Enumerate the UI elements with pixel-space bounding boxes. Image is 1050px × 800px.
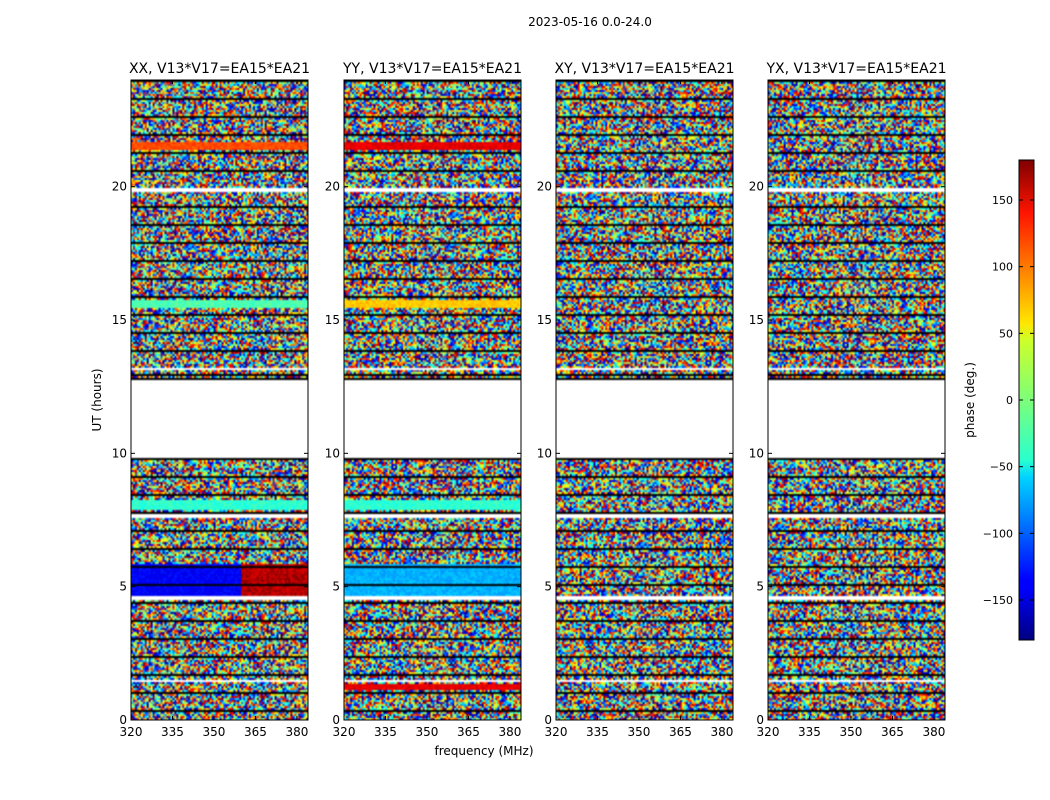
y-tick-label: 15 bbox=[537, 313, 552, 327]
heatmap-image bbox=[556, 80, 733, 720]
panel-title: YY, V13*V17=EA15*EA21 bbox=[342, 61, 522, 77]
panel-xx: XX, V13*V17=EA15*EA21 320 335 350 365 380 0 5 10… bbox=[112, 61, 310, 739]
panel-xy: XY, V13*V17=EA15*EA21 320 335 350 365 380 0 5 10… bbox=[537, 61, 735, 739]
y-tick-label: 20 bbox=[749, 180, 764, 194]
y-tick-label: 0 bbox=[756, 713, 764, 727]
y-tick-label: 0 bbox=[332, 713, 340, 727]
y-tick-label: 20 bbox=[537, 180, 552, 194]
panel-frame bbox=[555, 79, 734, 721]
panel-frame bbox=[767, 79, 946, 721]
y-tick-label: 10 bbox=[537, 446, 552, 460]
x-tick-label: 380 bbox=[498, 725, 521, 739]
panel-title: XY, V13*V17=EA15*EA21 bbox=[554, 61, 734, 77]
y-tick-label: 10 bbox=[749, 446, 764, 460]
colorbar-tick-label: 0 bbox=[1006, 394, 1013, 407]
x-tick-label: 365 bbox=[669, 725, 692, 739]
heatmap-image bbox=[131, 80, 308, 720]
x-tick-label: 320 bbox=[333, 725, 356, 739]
colorbar-tick-label: 100 bbox=[992, 261, 1013, 274]
x-tick-label: 380 bbox=[922, 725, 945, 739]
panel-frame bbox=[130, 79, 309, 721]
colorbar-ticks: 150 100 50 0 −50 −100 −150 bbox=[983, 194, 1034, 607]
x-tick-label: 350 bbox=[840, 725, 863, 739]
x-tick-label: 320 bbox=[120, 725, 143, 739]
panel-frame bbox=[343, 79, 522, 721]
colorbar-tick-label: 50 bbox=[999, 327, 1013, 340]
x-tick-label: 365 bbox=[457, 725, 480, 739]
y-tick-label: 20 bbox=[112, 180, 127, 194]
x-tick-label: 350 bbox=[416, 725, 439, 739]
y-tick-label: 5 bbox=[119, 580, 127, 594]
colorbar: 150 100 50 0 −50 −100 −150 phase (deg.) bbox=[963, 159, 1035, 641]
y-tick-label: 10 bbox=[112, 446, 127, 460]
x-tick-label: 335 bbox=[586, 725, 609, 739]
x-tick-label: 350 bbox=[203, 725, 226, 739]
y-tick-label: 10 bbox=[325, 446, 340, 460]
colorbar-tick-label: −50 bbox=[990, 461, 1013, 474]
x-tick-label: 380 bbox=[285, 725, 308, 739]
heatmap-image bbox=[344, 80, 521, 720]
y-tick-label: 0 bbox=[544, 713, 552, 727]
colorbar-tick-label: −150 bbox=[983, 594, 1013, 607]
x-tick-label: 335 bbox=[161, 725, 184, 739]
y-tick-label: 15 bbox=[749, 313, 764, 327]
heatmap-image bbox=[768, 80, 945, 720]
figure-suptitle: 2023-05-16 0.0-24.0 bbox=[528, 15, 652, 29]
x-tick-label: 365 bbox=[881, 725, 904, 739]
y-tick-label: 5 bbox=[332, 580, 340, 594]
y-tick-label: 0 bbox=[119, 713, 127, 727]
y-tick-label: 5 bbox=[544, 580, 552, 594]
panel-title: XX, V13*V17=EA15*EA21 bbox=[129, 61, 310, 77]
colorbar-tick-label: −100 bbox=[983, 527, 1013, 540]
x-tick-label: 320 bbox=[545, 725, 568, 739]
y-axis-label: UT (hours) bbox=[90, 368, 104, 431]
x-tick-label: 335 bbox=[374, 725, 397, 739]
panel-yy: YY, V13*V17=EA15*EA21 320 335 350 365 380 0 5 10… bbox=[325, 61, 522, 739]
y-tick-label: 15 bbox=[325, 313, 340, 327]
colorbar-label: phase (deg.) bbox=[963, 362, 977, 438]
y-tick-label: 15 bbox=[112, 313, 127, 327]
x-axis-label: frequency (MHz) bbox=[434, 744, 533, 758]
panel-title: YX, V13*V17=EA15*EA21 bbox=[765, 61, 946, 77]
x-tick-label: 350 bbox=[628, 725, 651, 739]
panels-group: XX, V13*V17=EA15*EA21 320 335 350 365 380 0 5 10… bbox=[112, 61, 947, 739]
x-tick-label: 365 bbox=[244, 725, 267, 739]
x-tick-label: 320 bbox=[757, 725, 780, 739]
x-tick-label: 335 bbox=[798, 725, 821, 739]
panel-yx: YX, V13*V17=EA15*EA21 320 335 350 365 380 0 5 10… bbox=[749, 61, 947, 739]
y-tick-label: 5 bbox=[756, 580, 764, 594]
y-tick-label: 20 bbox=[325, 180, 340, 194]
x-tick-label: 380 bbox=[710, 725, 733, 739]
colorbar-tick-label: 150 bbox=[992, 194, 1013, 207]
